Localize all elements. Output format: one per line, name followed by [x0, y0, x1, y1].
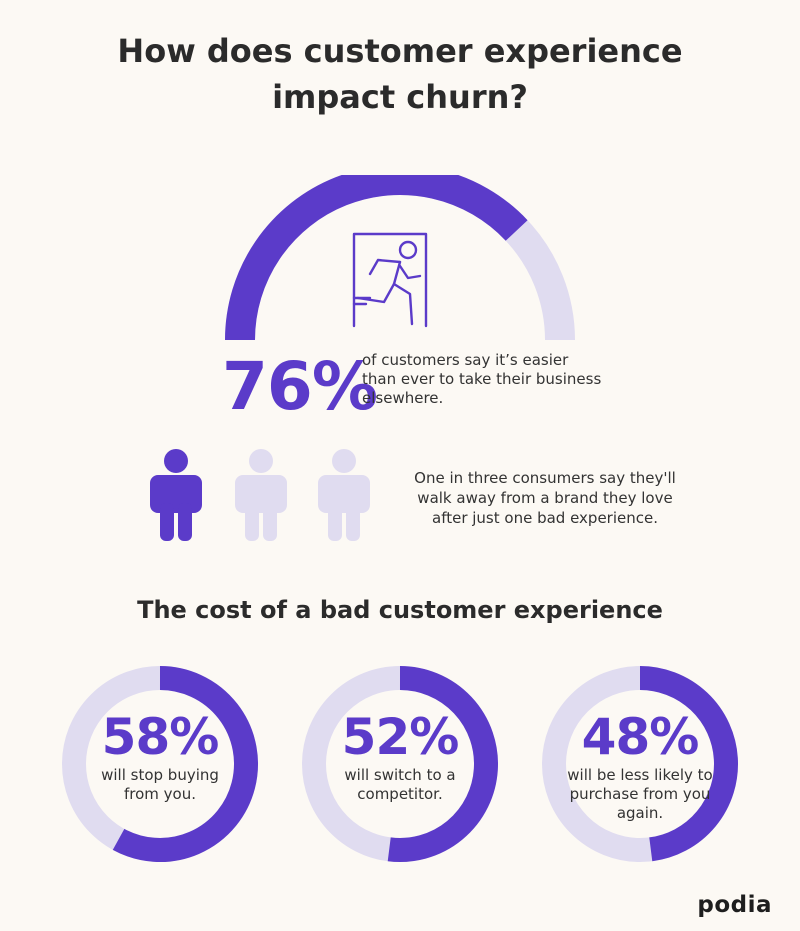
donut-svg [62, 666, 258, 862]
donut-arc [387, 666, 498, 862]
donut-description: will stop buying from you. [101, 766, 219, 803]
donut-svg [302, 666, 498, 862]
donut-arc [112, 666, 258, 862]
donut-description: will be less likely to purchase from you… [567, 766, 713, 822]
gauge-description: of customers say it’s easier than ever t… [362, 351, 602, 407]
donut-value: 58% [101, 708, 220, 766]
donut-arc [639, 666, 738, 862]
gauge-value: 76% [222, 348, 378, 425]
donut-chart: 48% will be less likely to purchase from… [540, 664, 740, 864]
donut-chart: 58% will stop buying from you. [60, 664, 260, 864]
person-icon [235, 449, 287, 541]
exit-door-running-person-icon [352, 232, 428, 328]
section-title: The cost of a bad customer experience [137, 596, 663, 624]
donut-chart: 52% will switch to a competitor. [300, 664, 500, 864]
donut-description: will switch to a competitor. [344, 766, 456, 803]
pictogram-description: One in three consumers say they'll walk … [414, 469, 676, 527]
gauge-fill [225, 175, 528, 341]
donut-value: 52% [341, 708, 460, 766]
person-icon [318, 449, 370, 541]
page-title: How does customer experience impact chur… [0, 28, 800, 120]
page-title-line2: impact churn? [272, 78, 528, 116]
donut-value: 48% [581, 708, 700, 766]
churn-gauge [225, 175, 575, 341]
podia-logo: podia [697, 892, 772, 918]
donut-svg [542, 666, 738, 862]
person-icon-highlighted [150, 449, 202, 541]
page-title-line1: How does customer experience [117, 32, 683, 70]
